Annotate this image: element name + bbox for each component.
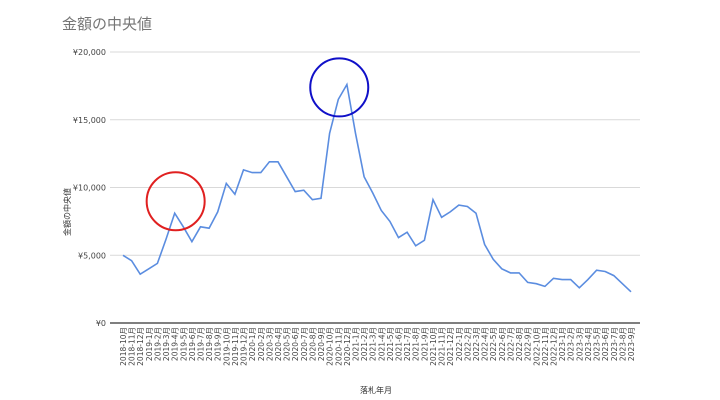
x-tick-label: 2022-8月	[515, 327, 524, 361]
x-tick-label: 2021-11月	[438, 327, 447, 366]
x-tick-label: 2019-10月	[222, 327, 231, 366]
y-tick-label: ¥0	[96, 319, 106, 328]
x-axis-label: 落札年月	[360, 385, 392, 395]
x-tick-label: 2022-2月	[463, 327, 472, 361]
x-tick-label: 2021-6月	[395, 327, 404, 361]
y-tick-label: ¥10,000	[73, 184, 106, 193]
x-tick-label: 2021-8月	[412, 327, 421, 361]
x-tick-label: 2022-3月	[472, 327, 481, 361]
x-tick-label: 2020-4月	[274, 327, 283, 361]
x-tick-label: 2023-7月	[610, 327, 619, 361]
x-tick-label: 2020-12月	[343, 327, 352, 366]
x-tick-label: 2019-2月	[153, 327, 162, 361]
x-tick-label: 2022-10月	[532, 327, 541, 366]
x-tick-label: 2020-7月	[300, 327, 309, 361]
chart-title: 金額の中央値	[62, 15, 153, 33]
x-tick-label: 2020-8月	[308, 327, 317, 361]
highlight-circle	[309, 57, 370, 118]
x-tick-label: 2019-9月	[214, 327, 223, 361]
x-tick-label: 2019-7月	[196, 327, 205, 361]
x-tick-label: 2021-4月	[377, 327, 386, 361]
x-tick-label: 2021-10月	[429, 327, 438, 366]
y-axis-label: 金額の中央値	[62, 188, 72, 236]
series-line	[122, 82, 632, 293]
x-tick-label: 2022-6月	[498, 327, 507, 361]
highlight-circle	[145, 171, 206, 232]
x-tick-label: 2018-11月	[128, 327, 137, 366]
x-tick-label: 2021-3月	[369, 327, 378, 361]
x-tick-label: 2019-6月	[188, 327, 197, 361]
x-tick-label: 2019-11月	[231, 327, 240, 366]
x-tick-label: 2022-5月	[489, 327, 498, 361]
x-tick-label: 2023-9月	[627, 327, 636, 361]
x-tick-label: 2022-12月	[550, 327, 559, 366]
x-tick-label: 2021-9月	[420, 327, 429, 361]
x-tick-label: 2019-4月	[171, 327, 180, 361]
x-tick-label: 2021-7月	[403, 327, 412, 361]
x-tick-label: 2023-8月	[618, 327, 627, 361]
x-tick-label: 2021-5月	[386, 327, 395, 361]
x-tick-label: 2020-2月	[257, 327, 266, 361]
x-tick-label: 2019-8月	[205, 327, 214, 361]
x-tick-label: 2021-1月	[351, 327, 360, 361]
x-tick-label: 2019-3月	[162, 327, 171, 361]
x-tick-label: 2023-6月	[601, 327, 610, 361]
x-tick-label: 2020-11月	[334, 327, 343, 366]
x-tick-label: 2020-1月	[248, 327, 257, 361]
x-tick-label: 2018-10月	[119, 327, 128, 366]
x-tick-label: 2023-3月	[575, 327, 584, 361]
x-tick-label: 2018-12月	[136, 327, 145, 366]
y-tick-label: ¥20,000	[73, 48, 106, 57]
x-tick-label: 2022-7月	[506, 327, 515, 361]
x-tick-label: 2020-9月	[317, 327, 326, 361]
x-tick-label: 2023-2月	[567, 327, 576, 361]
x-tick-label: 2019-1月	[145, 327, 154, 361]
x-tick-label: 2022-9月	[524, 327, 533, 361]
x-tick-label: 2020-5月	[283, 327, 292, 361]
x-tick-label: 2020-6月	[291, 327, 300, 361]
x-tick-label: 2022-4月	[481, 327, 490, 361]
y-tick-label: ¥5,000	[78, 251, 106, 260]
x-tick-label: 2019-12月	[240, 327, 249, 366]
x-tick-label: 2023-4月	[584, 327, 593, 361]
x-tick-label: 2020-10月	[326, 327, 335, 366]
x-tick-label: 2023-5月	[593, 327, 602, 361]
x-tick-label: 2020-3月	[265, 327, 274, 361]
x-tick-label: 2021-2月	[360, 327, 369, 361]
x-tick-label: 2021-12月	[446, 327, 455, 366]
x-tick-label: 2022-1月	[455, 327, 464, 361]
y-tick-label: ¥15,000	[73, 116, 106, 125]
x-tick-label: 2023-1月	[558, 327, 567, 361]
x-tick-label: 2019-5月	[179, 327, 188, 361]
x-tick-label: 2022-11月	[541, 327, 550, 366]
